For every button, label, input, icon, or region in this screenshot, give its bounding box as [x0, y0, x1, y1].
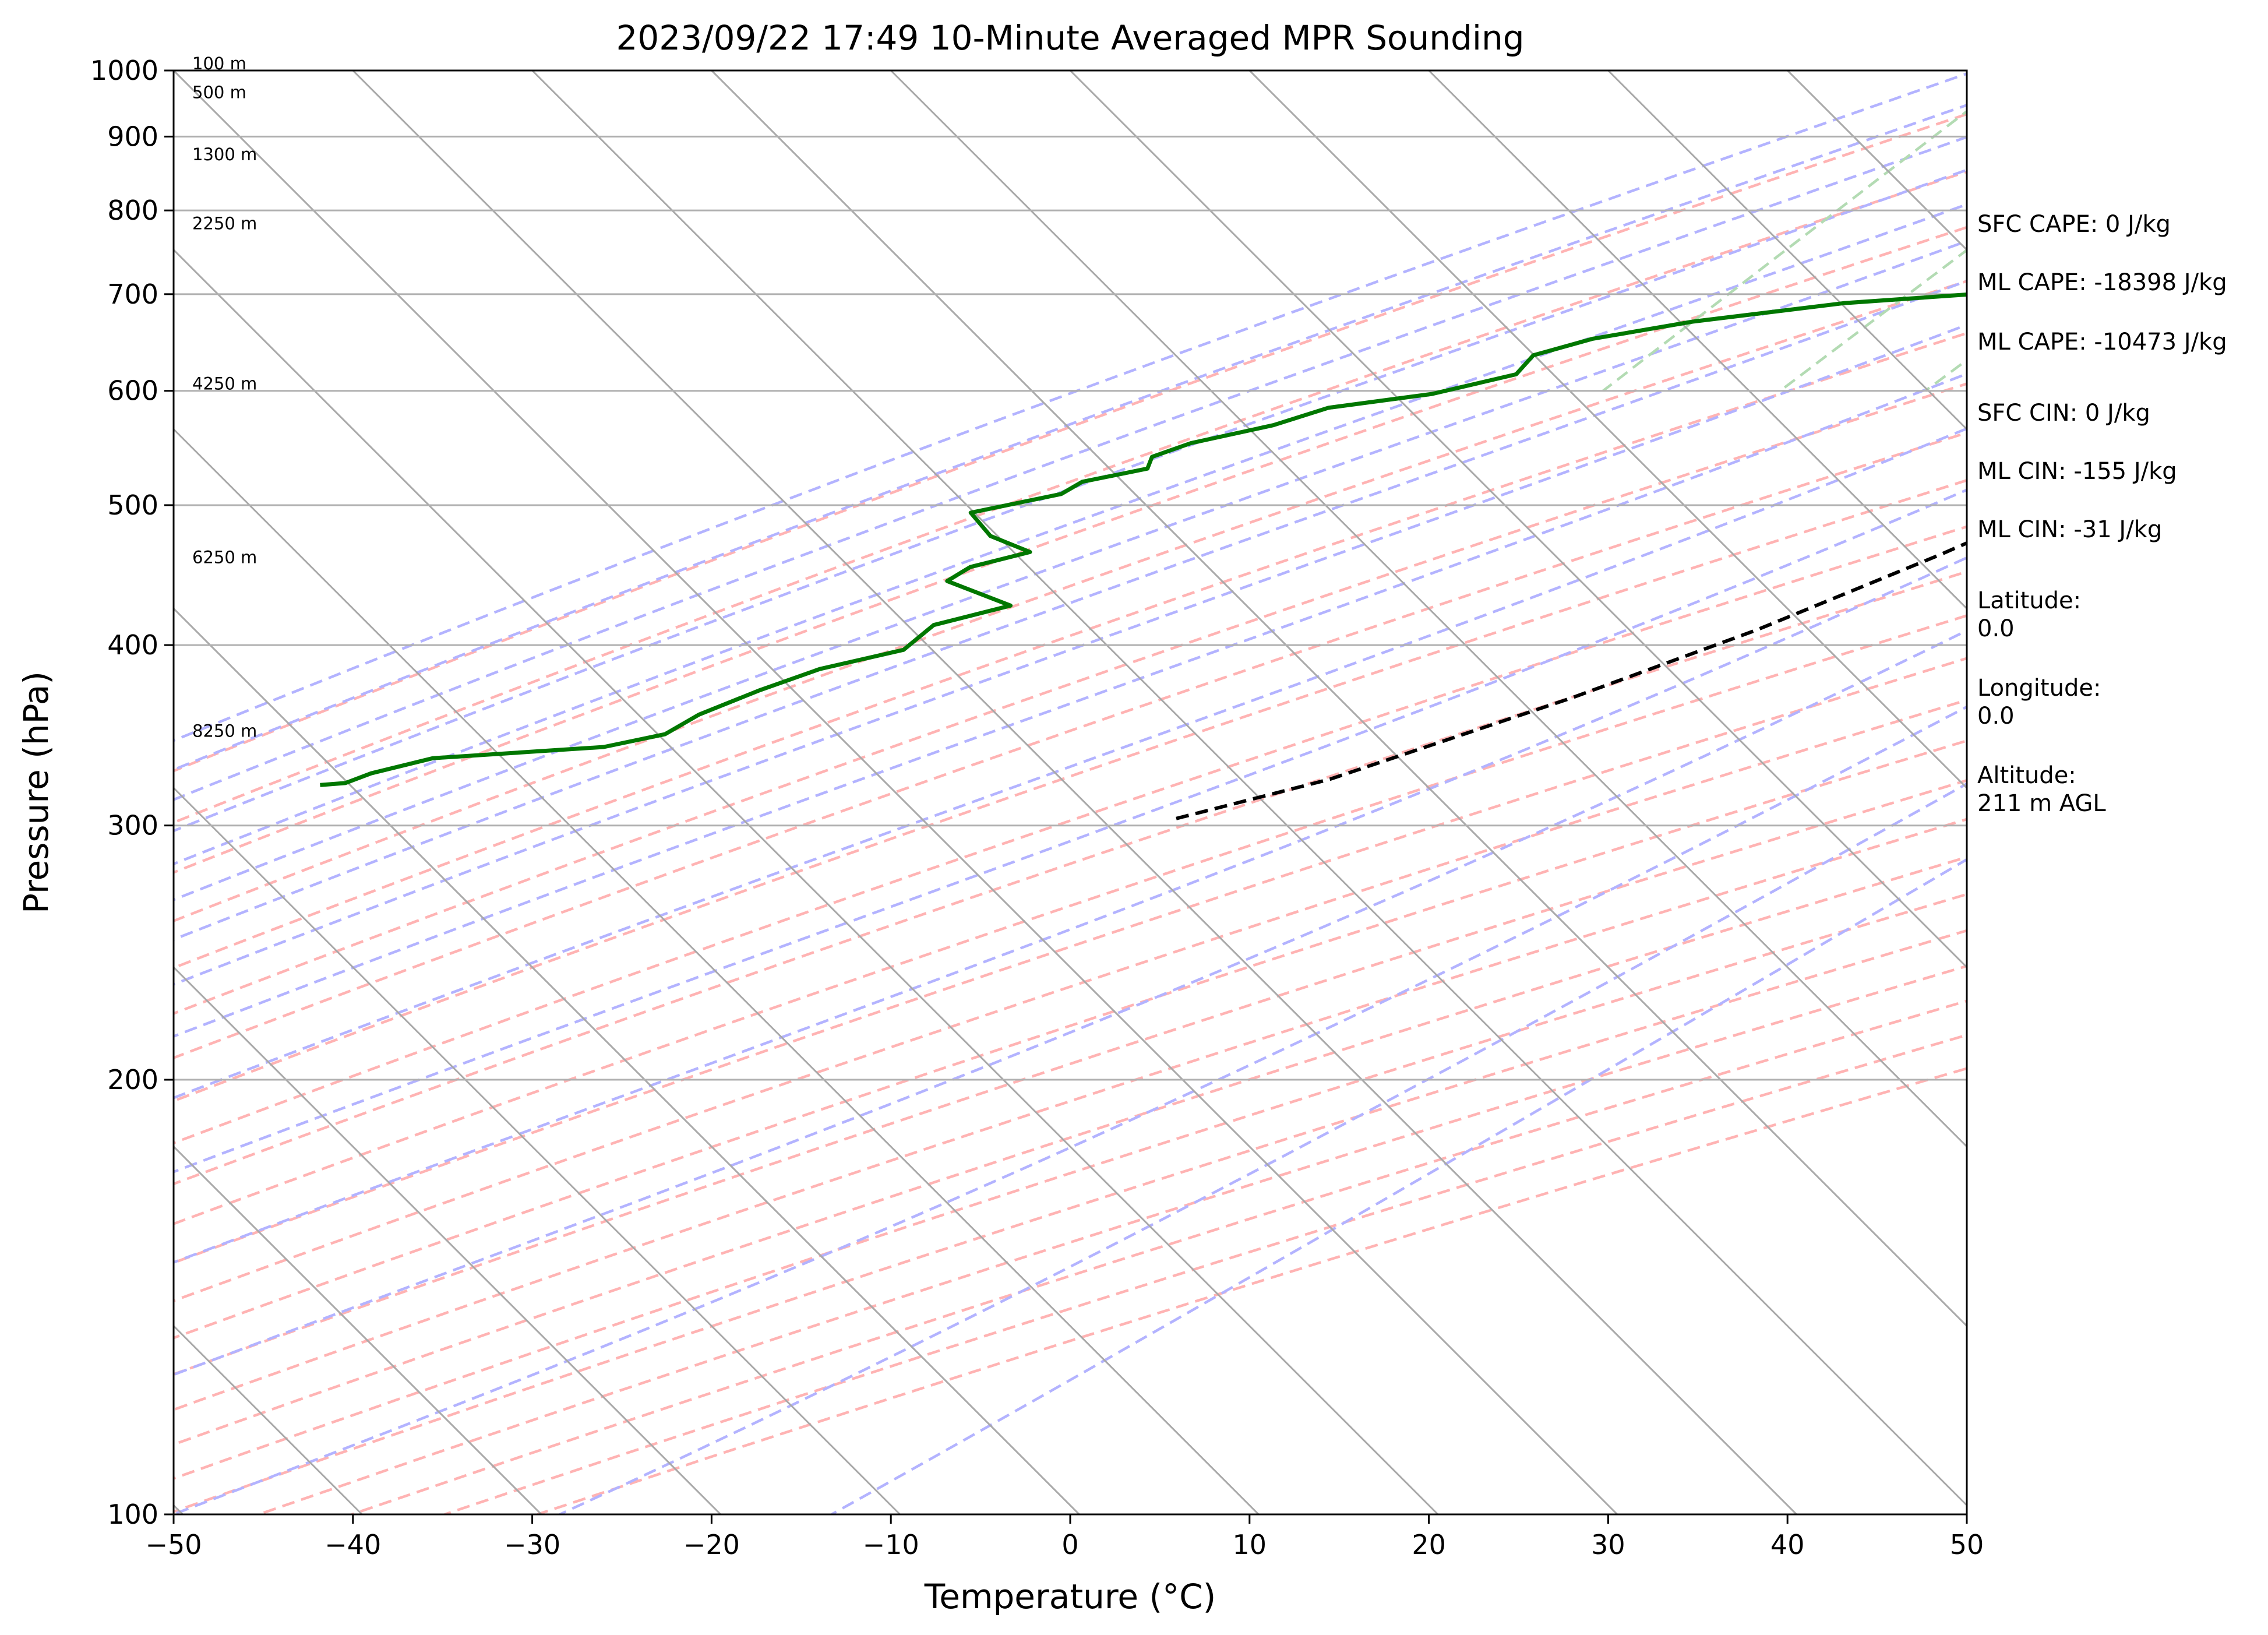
isotherm: [890, 71, 1967, 1148]
isotherm: [711, 71, 1967, 1327]
annotation-text: 211 m AGL: [1977, 790, 2106, 817]
x-tick-label: 10: [1233, 1529, 1267, 1560]
moist-adiabat: [174, 488, 1967, 1174]
chart-title: 2023/09/22 17:49 10-Minute Averaged MPR …: [616, 18, 1524, 58]
y-tick-label: 400: [107, 629, 158, 661]
moist-adiabat: [174, 135, 1967, 801]
isotherm: [174, 428, 1260, 1514]
x-axis-ticks: −50 −40 −30 −20 −10 0 10 20 30 40 50: [145, 1514, 1984, 1560]
x-tick-label: −20: [683, 1529, 740, 1560]
annotation-text: ML CIN: -31 J/kg: [1977, 516, 2162, 543]
dry-adiabat: [174, 170, 1967, 824]
x-tick-label: −10: [863, 1529, 919, 1560]
x-axis-title: Temperature (°C): [924, 1577, 1216, 1616]
annotation-text: Latitude:: [1977, 587, 2081, 614]
isotherm: [174, 787, 901, 1514]
isotherm: [0, 71, 3, 1514]
y-tick-label: 300: [107, 810, 158, 841]
isotherm: [352, 71, 1797, 1514]
moist-adiabat: [174, 372, 1967, 1038]
annotation-text: ML CAPE: -18398 J/kg: [1977, 269, 2227, 296]
annotation-text: 0.0: [1977, 703, 2015, 730]
dry-adiabat: [174, 525, 1967, 1145]
moist-adiabat: [174, 427, 1967, 1100]
annotation-text: Longitude:: [1977, 675, 2101, 702]
moist-adiabat: [174, 279, 1967, 941]
temperature-line: [2084, 72, 2268, 819]
annotation-text: ML CIN: -155 J/kg: [1977, 458, 2177, 485]
annotation-text: ML CAPE: -10473 J/kg: [1977, 329, 2227, 355]
y-axis-title: Pressure (hPa): [16, 671, 56, 914]
mixing-ratio-line: [1779, 248, 1967, 392]
pressure-gridlines: [174, 71, 1967, 1514]
height-label: 2250 m: [192, 213, 257, 233]
dry-adiabat: [174, 478, 1967, 1102]
annotation-text: Altitude:: [1977, 762, 2076, 789]
y-tick-label: 500: [107, 489, 158, 521]
plot-background: [174, 71, 1967, 1514]
x-tick-label: −30: [504, 1529, 560, 1560]
y-tick-label: 700: [107, 279, 158, 310]
isotherm: [1248, 71, 1967, 790]
annotation-text: SFC CAPE: 0 J/kg: [1977, 211, 2171, 238]
isotherm: [174, 1145, 542, 1514]
isotherm: [531, 71, 1967, 1507]
dry-adiabat: [174, 431, 1967, 1059]
y-tick-label: 1000: [90, 55, 158, 86]
annotation-text: 0.0: [1977, 615, 2015, 642]
dry-adiabat: [174, 778, 1967, 1376]
height-label: 500 m: [192, 83, 246, 103]
moist-adiabat: [559, 782, 1967, 1514]
x-tick-label: 20: [1412, 1529, 1446, 1560]
dry-adiabat: [174, 570, 1967, 1186]
moist-adiabat: [174, 323, 1967, 986]
x-tick-label: −40: [324, 1529, 381, 1560]
moist-adiabat: [831, 858, 1967, 1514]
y-tick-label: 900: [107, 121, 158, 152]
height-label: 4250 m: [192, 374, 257, 394]
y-axis-ticks: 100 200 300 400 500 600 700 800 900 1000: [90, 55, 174, 1530]
sounding-series: [320, 72, 2268, 821]
dewpoint-line: [320, 292, 1967, 787]
y-tick-label: 200: [107, 1064, 158, 1095]
dry-adiabat: [174, 855, 1967, 1446]
x-tick-label: 0: [1061, 1529, 1078, 1560]
dry-adiabat: [174, 112, 1967, 773]
x-tick-label: 40: [1770, 1529, 1805, 1560]
moist-adiabat: [174, 705, 1967, 1514]
background-lines: [0, 71, 2268, 1514]
dry-adiabat: [174, 699, 1967, 1302]
height-label: 8250 m: [192, 721, 257, 741]
moist-adiabat: [174, 239, 1967, 901]
height-label: 1300 m: [192, 145, 257, 164]
isotherm: [174, 71, 1618, 1514]
y-tick-label: 600: [107, 375, 158, 407]
height-label: 6250 m: [192, 547, 257, 567]
isotherm: [1428, 71, 1967, 610]
mixing-ratio-line: [2249, 71, 2268, 391]
isotherm: [174, 607, 1080, 1514]
moist-adiabat: [174, 104, 1967, 771]
dry-adiabat: [174, 225, 1967, 874]
isotherm: [174, 248, 1439, 1514]
dry-adiabat: [174, 739, 1967, 1340]
y-tick-label: 800: [107, 195, 158, 226]
x-tick-label: −50: [145, 1529, 202, 1560]
y-tick-label: 100: [107, 1499, 158, 1530]
x-tick-label: 30: [1591, 1529, 1625, 1560]
moist-adiabat: [174, 203, 1967, 866]
sounding-annotations: SFC CAPE: 0 J/kg ML CAPE: -18398 J/kg ML C…: [1977, 211, 2227, 817]
moist-adiabat: [174, 72, 1967, 742]
isotherm: [1069, 71, 1967, 969]
moist-adiabat: [174, 629, 1967, 1376]
isotherm: [1607, 71, 1967, 431]
isotherm: [174, 966, 722, 1514]
x-tick-label: 50: [1950, 1529, 1984, 1560]
annotation-text: SFC CIN: 0 J/kg: [1977, 400, 2150, 427]
dry-adiabat: [174, 818, 1967, 1411]
